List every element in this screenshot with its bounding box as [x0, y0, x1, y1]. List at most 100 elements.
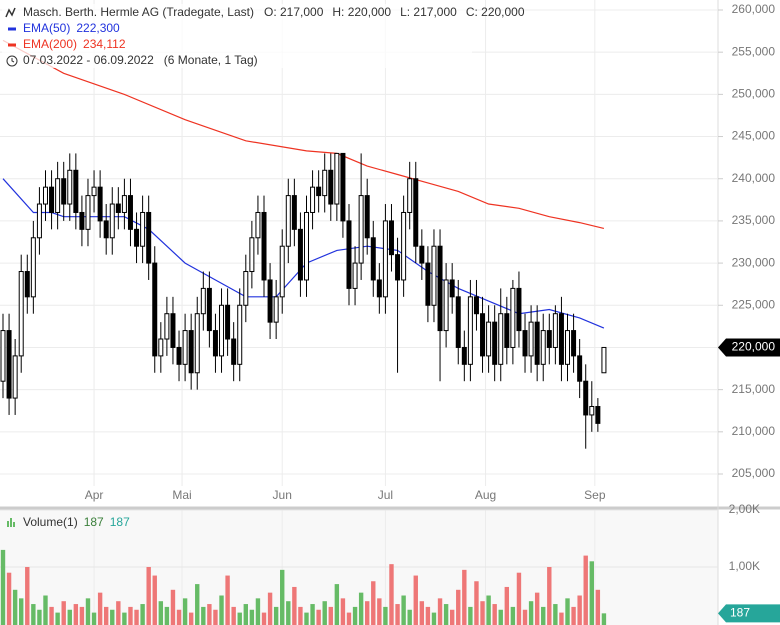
volume-bar [201, 606, 206, 625]
candle-body [237, 304, 243, 365]
volume-bar [170, 589, 176, 625]
volume-bar [304, 612, 309, 625]
candle-body [528, 321, 534, 357]
candle-body [358, 195, 364, 264]
ohlc-value: L: 217,000 [400, 5, 457, 19]
candle-body [376, 279, 382, 298]
candle-body [504, 313, 510, 348]
volume-value: 187 [110, 515, 130, 529]
ohlc-value: H: 220,000 [332, 5, 391, 19]
volume-bar [286, 601, 291, 625]
volume-bar [292, 586, 297, 625]
candle-body [431, 245, 437, 306]
volume-bar [176, 609, 182, 625]
candle-body [571, 330, 577, 357]
volume-bar [474, 581, 479, 625]
candle-body [231, 338, 237, 365]
candle-body [486, 321, 492, 357]
volume-bar [334, 584, 340, 625]
candle-body [437, 245, 443, 332]
y-tick-label: 255,000 [732, 44, 776, 58]
volume-bar [237, 612, 242, 625]
y-tick-label: 230,000 [732, 255, 776, 269]
volume-bar [231, 606, 236, 625]
candle-body [97, 186, 103, 222]
volume-bar [316, 609, 321, 625]
candle-body [510, 287, 516, 348]
volume-bar [43, 595, 48, 625]
candle-body [36, 203, 42, 239]
candle-body [310, 186, 316, 213]
volume-bar [49, 606, 54, 625]
volume-bar [371, 581, 376, 625]
volume-bar [146, 567, 151, 625]
volume-bar [273, 606, 279, 625]
candle-body [461, 346, 467, 365]
volume-bar [164, 606, 170, 625]
candle-body [49, 186, 55, 213]
candle-body [546, 330, 552, 348]
y-tick-label: 210,000 [732, 424, 776, 438]
volume-bar [516, 572, 522, 625]
candle-body [297, 228, 303, 281]
candle-body [61, 178, 67, 205]
volume-bar [195, 584, 200, 625]
candle-body [194, 313, 200, 374]
candle-body [121, 195, 127, 213]
candle-body [443, 279, 449, 332]
legend-label: EMA(200) [23, 37, 77, 51]
volume-bar [437, 598, 443, 625]
volume-tag-label: 187 [730, 606, 750, 620]
volume-icon [10, 518, 12, 527]
volume-bar [310, 604, 315, 625]
x-tick-label: Jun [273, 488, 292, 502]
volume-bar [565, 598, 570, 625]
volume-bar [468, 606, 473, 625]
volume-bar [91, 612, 97, 625]
candle-body [534, 321, 540, 365]
volume-bar [486, 595, 491, 625]
volume-icon [7, 521, 9, 527]
candle-body [243, 271, 249, 306]
candle-body [79, 211, 85, 230]
y-tick-label: 240,000 [732, 171, 776, 185]
volume-bar [595, 589, 601, 625]
candle-body [577, 355, 583, 382]
candle-body [388, 220, 394, 256]
price-tag-label: 220,000 [732, 340, 776, 354]
volume-bar [583, 555, 588, 625]
candle-body [455, 296, 461, 348]
volume-bar [158, 601, 164, 625]
volume-bar [213, 609, 218, 625]
volume-bar [443, 604, 449, 625]
candle-body [134, 228, 140, 247]
candle-body [552, 313, 558, 348]
volume-bar [358, 592, 364, 625]
candle-body [425, 262, 431, 306]
candle-body [6, 330, 12, 399]
candle-body [413, 178, 419, 247]
legend-value: 234,112 [83, 37, 126, 51]
volume-bar [601, 613, 607, 625]
volume-bar [541, 606, 546, 625]
y-tick-label: 245,000 [732, 129, 776, 143]
volume-bar [298, 606, 303, 625]
y-tick-label: 225,000 [732, 297, 776, 311]
legend-swatch [8, 27, 16, 31]
volume-bar [0, 549, 6, 625]
candle-body [176, 346, 182, 365]
volume-bar [395, 604, 400, 625]
candle-body [146, 211, 152, 264]
volume-bar [110, 609, 115, 625]
volume-bar [346, 612, 352, 625]
volume-bar [553, 604, 558, 625]
candle-body [449, 279, 455, 298]
candle-body [12, 355, 18, 399]
candle-body [188, 330, 194, 374]
volume-bar [480, 601, 485, 625]
volume-bar [340, 598, 346, 625]
volume-bar [79, 606, 85, 625]
candle-body [182, 330, 188, 365]
x-tick-label: Apr [85, 488, 104, 502]
